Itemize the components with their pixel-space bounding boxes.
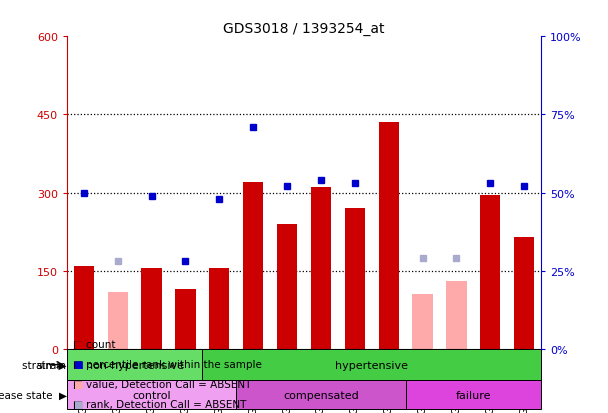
Bar [175, 289, 196, 349]
Bar [209, 268, 229, 349]
Bar [67, 349, 202, 380]
Text: disease state  ▶: disease state ▶ [0, 389, 67, 399]
Text: ■: ■ [73, 359, 83, 369]
Bar [514, 237, 534, 349]
Bar [237, 380, 406, 409]
Text: strain: strain [37, 360, 67, 370]
Text: failure: failure [455, 389, 491, 399]
Text: hypertensive: hypertensive [335, 360, 408, 370]
Bar [345, 209, 365, 349]
Text: ■ count: ■ count [73, 339, 116, 349]
Bar [243, 183, 263, 349]
Text: control: control [133, 389, 171, 399]
Text: ■: ■ [73, 399, 83, 409]
Title: GDS3018 / 1393254_at: GDS3018 / 1393254_at [223, 22, 385, 36]
Bar [67, 380, 237, 409]
Bar [406, 380, 541, 409]
Bar [142, 268, 162, 349]
Bar [202, 349, 541, 380]
Bar [74, 266, 94, 349]
Bar [277, 224, 297, 349]
Bar [379, 123, 399, 349]
Bar [412, 294, 433, 349]
Bar [108, 292, 128, 349]
Text: non-hypertensive: non-hypertensive [86, 360, 184, 370]
Text: ■: ■ [73, 339, 83, 349]
Text: ■ value, Detection Call = ABSENT: ■ value, Detection Call = ABSENT [73, 379, 251, 389]
Text: strain  ▶: strain ▶ [22, 360, 67, 370]
Text: ■: ■ [73, 379, 83, 389]
Bar [480, 196, 500, 349]
Bar [311, 188, 331, 349]
Text: compensated: compensated [283, 389, 359, 399]
Text: ■ rank, Detection Call = ABSENT: ■ rank, Detection Call = ABSENT [73, 399, 246, 409]
Bar [446, 282, 466, 349]
Text: ■ percentile rank within the sample: ■ percentile rank within the sample [73, 359, 262, 369]
